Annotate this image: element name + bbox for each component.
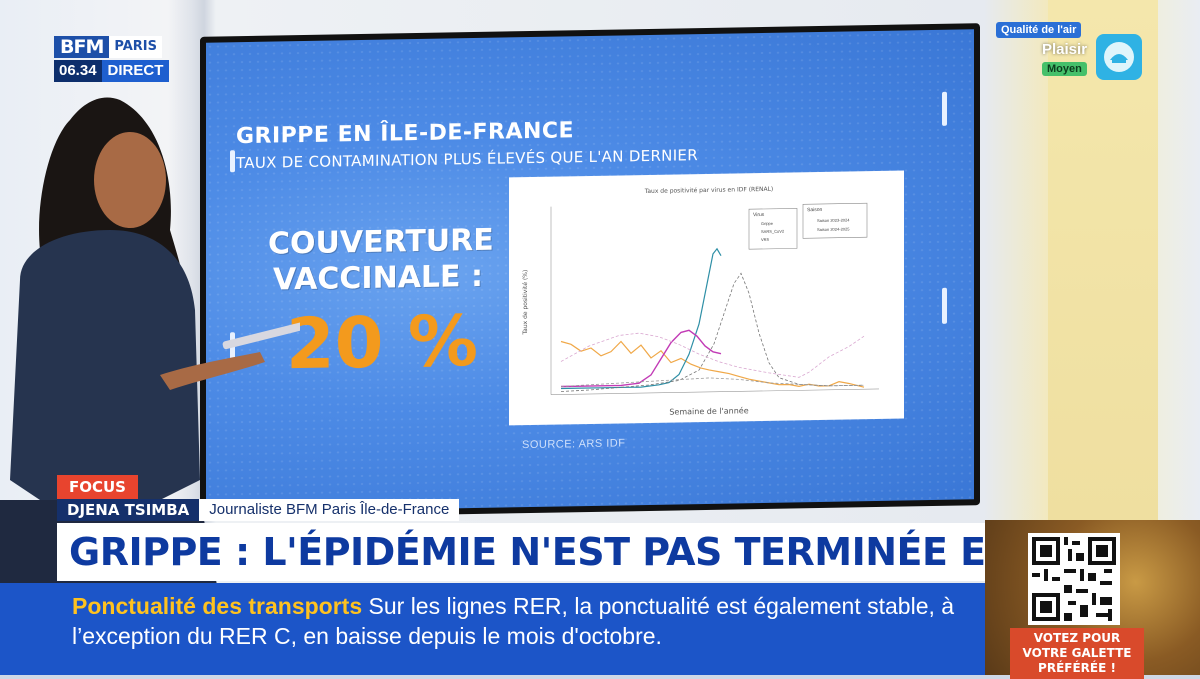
- coverage-label: COUVERTURE VACCINALE :: [268, 222, 494, 299]
- chart-image: Taux de positivité par virus en IDF (REN…: [509, 170, 904, 426]
- air-quality-level: Moyen: [1042, 62, 1087, 76]
- chart-title: Taux de positivité par virus en IDF (REN…: [644, 186, 774, 195]
- legend-season-item: Saison 2023-2024: [817, 217, 850, 223]
- studio-screen: GRIPPE EN ÎLE-DE-FRANCE TAUX DE CONTAMIN…: [200, 23, 980, 519]
- series-vrs-2023: [560, 340, 865, 388]
- channel-logo: BFM PARIS 06.34 DIRECT: [54, 36, 170, 82]
- logo-region: PARIS: [109, 36, 162, 58]
- focus-tag: FOCUS: [57, 475, 138, 499]
- coverage-value: 20 %: [286, 299, 478, 386]
- news-ticker: Ponctualité des transports Sur les ligne…: [0, 583, 985, 675]
- journalist-name: DJENA TSIMBA: [57, 499, 200, 521]
- chart-svg: Taux de positivité par virus en IDF (REN…: [522, 186, 879, 417]
- legend-virus-title: Virus: [753, 212, 765, 218]
- nameplate: DJENA TSIMBA Journaliste BFM Paris Île-d…: [57, 499, 460, 521]
- chart-ylabel: Taux de positivité (%): [522, 270, 529, 336]
- air-quality-widget: Qualité de l'air Plaisir Moyen: [996, 22, 1146, 82]
- qr-code-icon[interactable]: [1028, 533, 1120, 625]
- source-label: SOURCE: ARS IDF: [522, 437, 626, 452]
- air-quality-icon: [1096, 34, 1142, 80]
- ticker-text-block: Ponctualité des transports Sur les ligne…: [72, 591, 972, 651]
- air-quality-label: Qualité de l'air: [996, 22, 1082, 38]
- journalist-role: Journaliste BFM Paris Île-de-France: [199, 499, 460, 521]
- coverage-label-line1: COUVERTURE: [268, 222, 494, 262]
- ticker-message: Sur les lignes RER, la ponctualité est é…: [72, 593, 955, 649]
- chart-xlabel: Semaine de l'année: [669, 405, 748, 416]
- legend-season-title: Saison: [807, 207, 823, 213]
- chart-x-axis: [551, 388, 879, 395]
- deco-bar: [942, 287, 947, 324]
- series-vrs-2023-light: [560, 332, 865, 378]
- ticker-label: Ponctualité des transports: [72, 593, 363, 619]
- legend-virus-box: [748, 208, 798, 250]
- live-badge: DIRECT: [101, 60, 170, 82]
- coverage-label-line2: VACCINALE :: [273, 258, 483, 298]
- legend-season-box: [802, 202, 868, 239]
- studio-panel: [1048, 0, 1158, 520]
- logo-brand: BFM: [54, 36, 110, 58]
- legend-virus-item: VRS: [761, 237, 770, 242]
- legend-season-item: Saison 2024-2025: [817, 226, 850, 232]
- headline-text: GRIPPE : L'ÉPIDÉMIE N'EST PAS TERMINÉE E…: [69, 530, 1100, 574]
- headline-bar: GRIPPE : L'ÉPIDÉMIE N'EST PAS TERMINÉE E…: [57, 523, 1100, 581]
- presenter-figure: [0, 97, 300, 600]
- promo-text: VOTEZ POUR VOTRE GALETTE PRÉFÉRÉE !: [1010, 628, 1144, 679]
- clock: 06.34: [54, 60, 102, 82]
- series-covid-2024: [561, 329, 722, 388]
- series-grippe-2023: [560, 272, 864, 392]
- series-grippe-2024: [561, 247, 722, 390]
- deco-bar: [942, 91, 947, 126]
- legend-virus-item: Grippe: [761, 221, 774, 226]
- legend-virus-item: SARS_CoV2: [761, 229, 785, 234]
- air-quality-city: Plaisir: [1042, 41, 1088, 58]
- screen-content: GRIPPE EN ÎLE-DE-FRANCE TAUX DE CONTAMIN…: [206, 29, 974, 513]
